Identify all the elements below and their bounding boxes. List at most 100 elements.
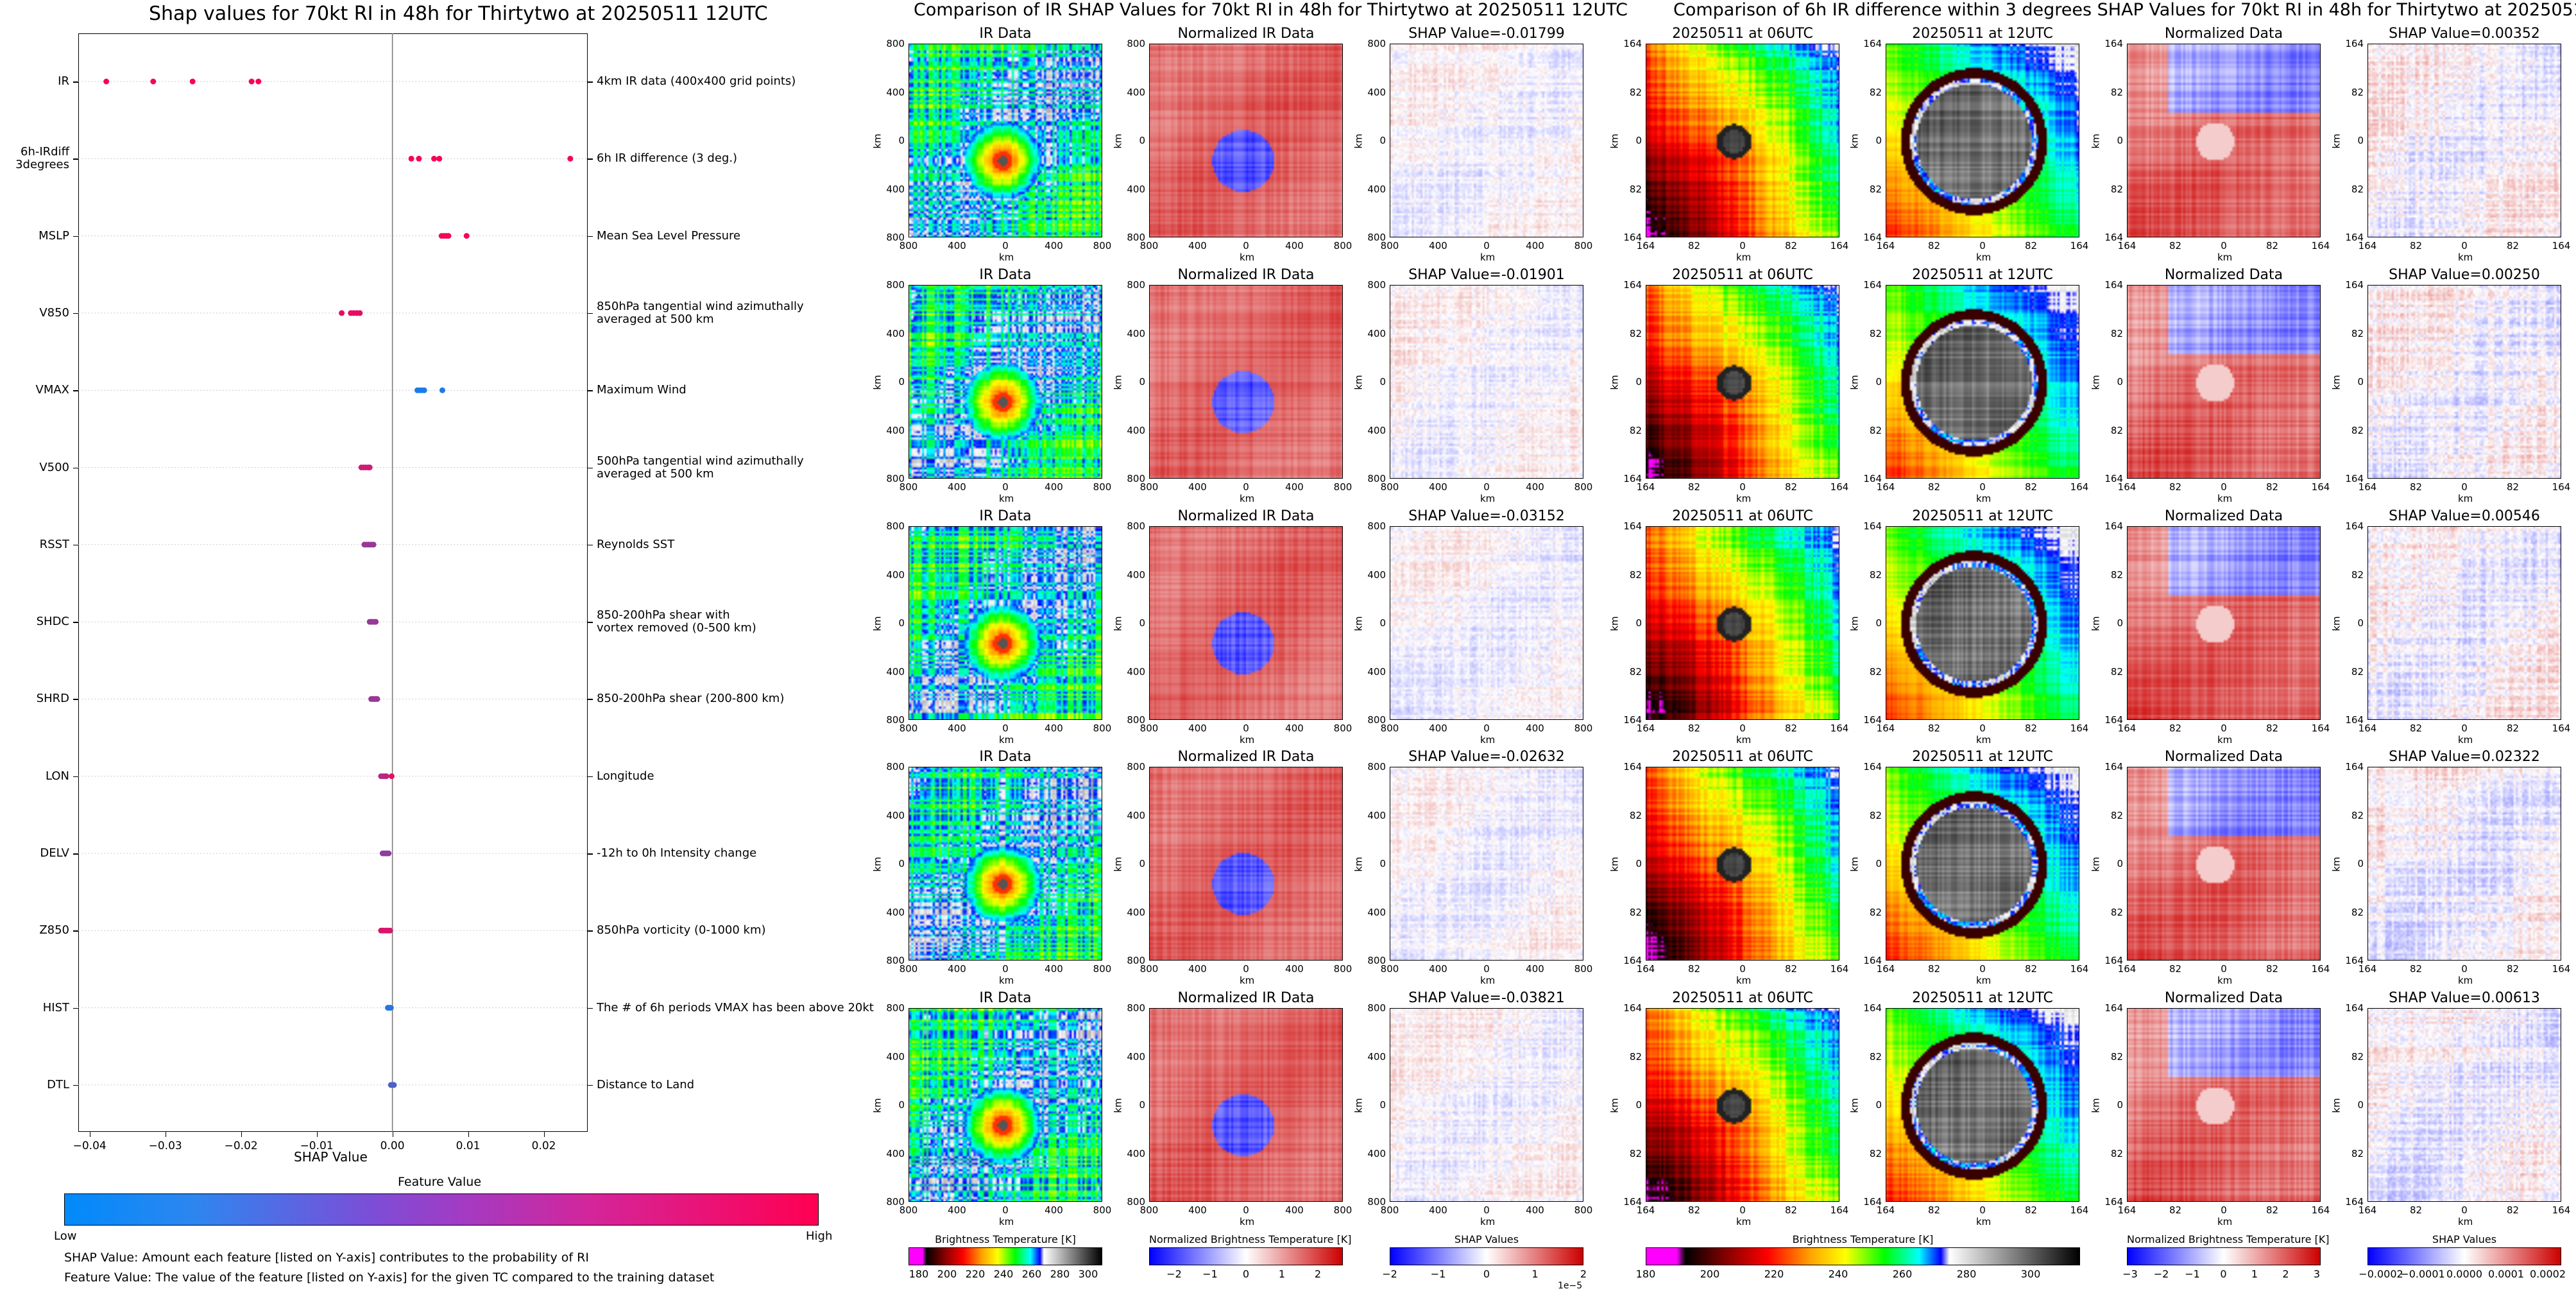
- image-panel: [2127, 1008, 2321, 1202]
- y-axis-label: km: [871, 375, 883, 390]
- x-tick-label: 800: [899, 963, 918, 975]
- feature-label: V850: [39, 305, 69, 320]
- colorbar-exponent: 1e−5: [1558, 1281, 1583, 1291]
- image-panel-canvas: [909, 286, 1102, 478]
- x-tick-label: 800: [1574, 240, 1593, 252]
- x-tick-label: 400: [1429, 722, 1447, 734]
- x-tick-label: 82: [2506, 722, 2520, 734]
- image-panel: [1646, 526, 1839, 720]
- y-tick-label: 0: [2117, 376, 2123, 388]
- y-tick-label: 800: [886, 1002, 905, 1014]
- y-tick-label: 164: [2104, 714, 2123, 726]
- y-axis-label: km: [2090, 616, 2102, 631]
- x-tick-label: 82: [2169, 1204, 2182, 1216]
- x-tick-label: 0: [1243, 1204, 1249, 1216]
- y-tick-mark: [73, 235, 78, 237]
- y-tick-label: 82: [2110, 665, 2123, 678]
- panel-title: Normalized Data: [2164, 26, 2283, 42]
- panel-title: IR Data: [979, 26, 1032, 42]
- y-tick-mark: [73, 930, 78, 932]
- feature-label: SHDC: [36, 615, 69, 629]
- feature-label: RSST: [39, 537, 69, 551]
- panel-title: 20250511 at 12UTC: [1912, 749, 2053, 765]
- colorbar-tick: −1: [2185, 1268, 2200, 1280]
- image-panel: [1390, 1008, 1583, 1202]
- y-tick-label: 800: [1127, 761, 1145, 773]
- shap-point: [248, 78, 255, 84]
- x-tick-label: 0: [1979, 1204, 1986, 1216]
- image-panel: [1390, 767, 1583, 961]
- y-tick-label: 82: [2110, 424, 2123, 436]
- image-panel: [908, 44, 1102, 237]
- colorbar-tick: 180: [1635, 1268, 1656, 1280]
- x-tick-label: 800: [1139, 722, 1159, 734]
- x-tick-label: 82: [2024, 240, 2038, 252]
- panel-title: IR Data: [979, 267, 1032, 283]
- x-tick-label: 164: [1830, 481, 1849, 493]
- y-axis-label: km: [1608, 133, 1621, 149]
- y-tick-label: 0: [1635, 376, 1642, 388]
- x-tick-mark: [89, 1132, 91, 1137]
- y-tick-label: 400: [886, 1147, 905, 1159]
- x-tick-label: 164: [1876, 481, 1895, 493]
- colorbar-tick: 300: [2020, 1268, 2041, 1280]
- panel-title: 20250511 at 06UTC: [1672, 990, 1813, 1006]
- x-axis-label: km: [1976, 734, 1992, 746]
- x-tick-label: 164: [2070, 722, 2089, 734]
- feature-description: 500hPa tangential wind azimuthally averag…: [597, 454, 804, 481]
- y-tick-label: 82: [2351, 569, 2364, 581]
- panel-title: 20250511 at 12UTC: [1912, 267, 2053, 283]
- x-axis-label: km: [1480, 734, 1496, 746]
- y-axis-label: km: [1608, 1098, 1621, 1113]
- y-tick-label: 400: [1127, 327, 1145, 339]
- x-tick-label: 800: [1574, 722, 1593, 734]
- feature-label: SHRD: [36, 692, 69, 706]
- x-tick-label: 400: [1045, 722, 1063, 734]
- panel-title: Normalized Data: [2164, 267, 2283, 283]
- x-tick-label: 400: [1188, 963, 1207, 975]
- x-tick-label: 0: [2221, 240, 2227, 252]
- x-tick-label: 164: [1876, 240, 1895, 252]
- x-tick-label: 164: [2311, 1204, 2330, 1216]
- y-tick-label: 800: [1367, 473, 1386, 484]
- x-tick-label: 82: [2169, 722, 2182, 734]
- x-tick-label: 0.02: [531, 1140, 556, 1152]
- panel-title: Normalized Data: [2164, 749, 2283, 765]
- y-tick-label: 82: [1869, 424, 1882, 436]
- y-tick-label: 800: [1367, 761, 1386, 773]
- y-axis-label: km: [2330, 133, 2342, 149]
- image-panel-canvas: [2368, 1009, 2561, 1201]
- y-tick-mark: [73, 1084, 78, 1086]
- y-tick-label: 0: [1875, 1099, 1882, 1111]
- x-tick-label: 800: [1139, 963, 1159, 975]
- y-tick-label: 164: [2345, 279, 2364, 291]
- feature-label: VMAX: [35, 383, 70, 397]
- x-tick-label: 82: [1687, 481, 1701, 493]
- y-tick-label: 82: [1629, 809, 1642, 821]
- y-tick-label: 82: [1869, 569, 1882, 581]
- panel-title: IR Data: [979, 990, 1032, 1006]
- right-tick-mark: [588, 1084, 593, 1086]
- x-tick-label: 800: [1333, 722, 1352, 734]
- y-axis-label: km: [1112, 375, 1124, 390]
- image-panel-canvas: [909, 44, 1102, 237]
- y-tick-mark: [73, 544, 78, 546]
- y-tick-label: 0: [1635, 858, 1642, 869]
- shap-point: [385, 850, 391, 856]
- panel-title: SHAP Value=0.00546: [2389, 508, 2540, 524]
- x-axis-label: km: [1480, 252, 1496, 263]
- right-tick-mark: [588, 1007, 593, 1009]
- x-axis-label: km: [2458, 975, 2473, 986]
- y-tick-mark: [73, 390, 78, 391]
- x-tick-label: 82: [1927, 722, 1941, 734]
- y-tick-label: 0: [2117, 617, 2123, 629]
- x-tick-label: 164: [2117, 240, 2137, 252]
- x-tick-label: 800: [1333, 1204, 1352, 1216]
- x-tick-label: 164: [2358, 722, 2377, 734]
- x-tick-label: 164: [2311, 722, 2330, 734]
- colorbar-tick: 180: [908, 1268, 929, 1280]
- right-tick-mark: [588, 467, 593, 468]
- feature-description: Maximum Wind: [597, 383, 687, 397]
- y-tick-label: 82: [2110, 327, 2123, 339]
- x-tick-label: 164: [2117, 481, 2137, 493]
